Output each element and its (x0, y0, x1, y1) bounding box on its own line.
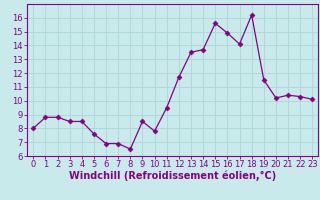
X-axis label: Windchill (Refroidissement éolien,°C): Windchill (Refroidissement éolien,°C) (69, 171, 276, 181)
